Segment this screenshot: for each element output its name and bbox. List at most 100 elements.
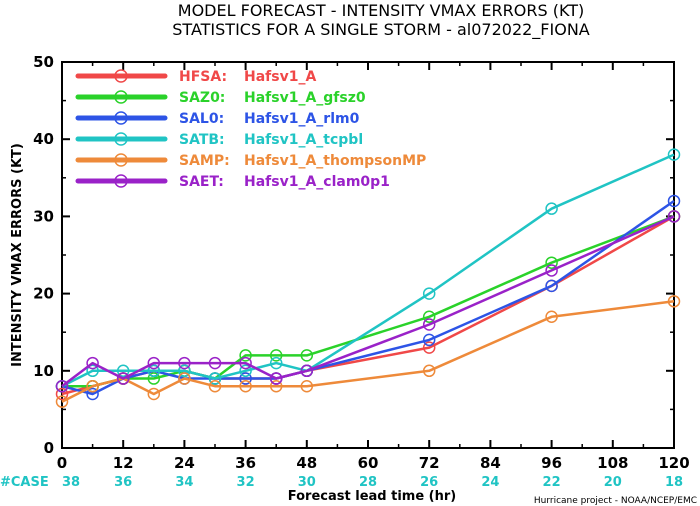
data-point [116,364,130,378]
x-tick-label: 48 [296,454,317,472]
data-point [86,379,99,393]
data-point [422,318,436,331]
case-count: 18 [665,475,683,490]
legend-entry: SAET: Hafsv1_A_clam0p1 [75,174,390,190]
series-line [61,300,675,403]
data-point [667,210,681,223]
legend-marker [114,69,128,83]
y-tick-label: 40 [33,130,54,148]
data-point [667,194,681,208]
data-point [147,364,161,378]
case-count: 32 [237,475,255,490]
legend-marker [114,153,128,167]
data-point [422,364,436,378]
legend-entry: SAZ0: Hafsv1_A_gfsz0 [75,90,366,106]
legend-marker [114,111,128,125]
data-point [178,364,191,378]
data-point [422,287,436,300]
legend-name: SAZ0: [179,90,225,106]
data-point [178,372,191,385]
chart-title: MODEL FORECAST - INTENSITY VMAX ERRORS (… [178,1,584,20]
legend-name: SATB: [179,132,225,148]
x-tick-label: 36 [235,454,256,472]
x-tick-label: 12 [113,454,134,472]
data-point [269,379,283,393]
legend-name: SAET: [179,174,224,190]
data-point [86,387,99,401]
x-tick-label: 84 [480,454,501,472]
x-tick-label: 72 [419,454,440,472]
data-point [239,356,252,370]
data-point [422,310,436,324]
data-point [422,333,436,347]
y-tick-label: 50 [33,53,54,71]
data-point [239,364,252,378]
data-point [147,356,161,370]
x-tick-label: 24 [174,454,195,472]
series-saet [55,210,681,393]
case-count: 36 [114,475,132,490]
data-point [239,379,252,393]
series-line [62,215,675,388]
data-point [55,387,69,401]
y-tick-label: 30 [33,207,54,225]
data-point [208,379,222,393]
legend-marker [114,174,128,188]
data-point [667,148,681,161]
axis-ticks: 0 12 24 36 48 60 72 84 96 108 120 0 10 20 30 40 50 [33,53,690,472]
legend-desc: Hafsv1_A_gfsz0 [244,90,366,106]
case-label: #CASE [0,475,49,490]
data-point [208,356,222,370]
case-count: 24 [481,475,499,490]
chart-subtitle: STATISTICS FOR A SINGLE STORM - al072022… [172,20,590,40]
data-point [55,395,69,408]
data-point [422,341,436,354]
data-point [269,372,283,385]
x-tick-label: 60 [358,454,379,472]
legend-desc: Hafsv1_A_rlm0 [244,111,360,127]
legend-desc: Hafsv1_A [244,69,316,85]
data-point [147,387,161,401]
legend-entry: SAL0: Hafsv1_A_rlm0 [75,111,360,127]
data-point [239,372,252,385]
legend-desc: Hafsv1_A_tcpbl [244,132,363,148]
y-tick-label: 10 [33,362,54,380]
data-point [55,379,69,393]
data-point [545,264,558,277]
data-point [269,349,283,362]
x-tick-label: 96 [541,454,562,472]
case-count: 28 [359,475,377,490]
case-count: 34 [175,475,193,490]
legend: HFSA: Hafsv1_A SAZ0: Hafsv1_A_gfsz0 SAL0: Haf… [75,69,426,190]
x-tick-label: 0 [57,454,67,472]
legend-entry: SAMP: Hafsv1_A_thompsonMP [75,153,426,169]
x-tick-label: 120 [658,454,689,472]
data-point [300,364,314,378]
data-point [147,372,161,385]
data-point [300,379,314,393]
legend-name: SAL0: [179,111,224,127]
data-point [86,364,99,378]
case-count: 38 [62,475,80,490]
data-point [545,279,558,293]
series-line [61,215,675,396]
y-tick-label: 20 [33,285,54,303]
series-samp [55,295,681,408]
case-count: 20 [604,475,622,490]
legend-desc: Hafsv1_A_clam0p1 [244,174,390,190]
x-axis-label: Forecast lead time (hr) [288,489,456,504]
legend-desc: Hafsv1_A_thompsonMP [244,153,426,169]
case-count: 22 [543,475,561,490]
legend-entry: HFSA: Hafsv1_A [75,69,316,85]
case-counts: 38 36 34 32 30 28 26 24 22 20 18 [62,475,683,490]
data-point [545,202,558,215]
data-point [667,295,681,308]
case-count: 30 [298,475,316,490]
data-point [208,372,222,385]
series-line [61,215,675,388]
data-point [86,356,99,370]
data-point [545,310,558,324]
y-tick-label: 0 [44,439,54,457]
data-point [545,256,558,269]
